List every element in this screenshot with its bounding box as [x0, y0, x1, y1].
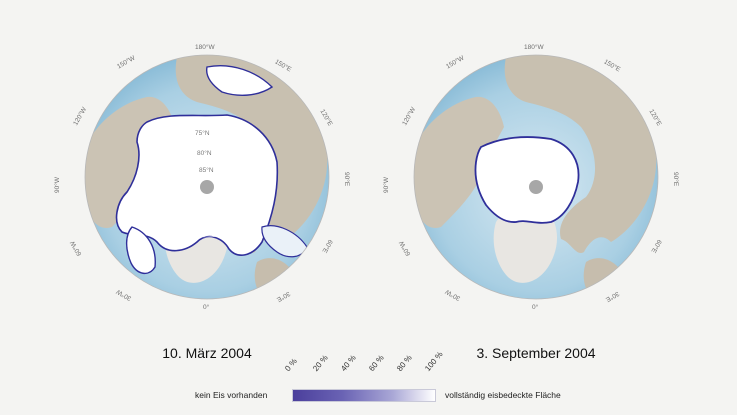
date-label-september: 3. September 2004	[476, 345, 596, 361]
land-north-america	[414, 96, 504, 228]
lon-label-90e: 90°E	[672, 172, 680, 187]
polar-map-svg: 180°W 150°W 150°E 120°W 120°E 90°W 90°E …	[382, 43, 680, 311]
sea-ice-map-september: 180°W 150°W 150°E 120°W 120°E 90°W 90°E …	[382, 27, 686, 327]
lon-label-150w: 150°W	[445, 53, 467, 70]
lon-label-60e: 60°E	[320, 238, 334, 255]
sea-ice-bering	[205, 65, 274, 96]
polar-map-svg: 75°N 80°N 85°N 180°W 150°W 150°E 120°W 1…	[53, 43, 351, 311]
lat-label-75: 75°N	[195, 129, 210, 137]
lon-label-180w: 180°W	[524, 43, 544, 51]
lon-label-120e: 120°E	[648, 108, 664, 128]
lon-label-120e: 120°E	[319, 108, 335, 128]
ice-concentration-scale	[292, 389, 436, 402]
land-eurasia	[504, 55, 657, 253]
north-pole-marker	[200, 180, 214, 194]
lon-label-120w: 120°W	[71, 105, 88, 127]
lon-label-90e: 90°E	[343, 172, 351, 187]
north-pole-marker	[529, 180, 543, 194]
lon-label-30w: 30°W	[443, 287, 462, 302]
land-eurasia	[175, 55, 328, 253]
lon-label-150w: 150°W	[116, 53, 138, 70]
lon-label-90w: 90°W	[53, 176, 61, 193]
land-greenland	[493, 205, 558, 283]
lon-label-120w: 120°W	[400, 105, 417, 127]
lon-label-180w: 180°W	[195, 43, 215, 51]
land-uk	[237, 292, 253, 299]
lon-label-90w: 90°W	[382, 176, 390, 193]
scale-tick-20: 20 %	[311, 353, 330, 373]
lon-label-150e: 150°E	[603, 58, 623, 74]
sea-ice-baffin	[125, 226, 156, 274]
lon-label-0: 0°	[532, 303, 539, 311]
sea-ice-map-march: 75°N 80°N 85°N 180°W 150°W 150°E 120°W 1…	[53, 27, 357, 327]
lat-label-80: 80°N	[197, 149, 212, 157]
sea-ice-barents	[261, 225, 308, 258]
lon-label-60w: 60°W	[68, 239, 83, 258]
legend-full-ice-label: vollständig eisbedeckte Fläche	[445, 390, 561, 400]
lon-label-30e: 30°E	[275, 290, 292, 304]
lon-label-60w: 60°W	[397, 239, 412, 258]
lon-label-30e: 30°E	[604, 290, 621, 304]
lat-label-85: 85°N	[199, 166, 214, 174]
lon-label-0: 0°	[203, 303, 210, 311]
scale-tick-40: 40 %	[339, 353, 358, 373]
lon-label-60e: 60°E	[649, 238, 663, 255]
scale-tick-60: 60 %	[367, 353, 386, 373]
lon-label-30w: 30°W	[114, 287, 133, 302]
scale-tick-80: 80 %	[395, 353, 414, 373]
sea-ice-cover	[115, 114, 279, 256]
legend-no-ice-label: kein Eis vorhanden	[195, 390, 268, 400]
scale-tick-100: 100 %	[423, 349, 445, 373]
sea-ice-cover	[474, 136, 580, 224]
lon-label-150e: 150°E	[274, 58, 294, 74]
land-uk	[566, 292, 582, 299]
date-label-march: 10. März 2004	[162, 345, 252, 361]
